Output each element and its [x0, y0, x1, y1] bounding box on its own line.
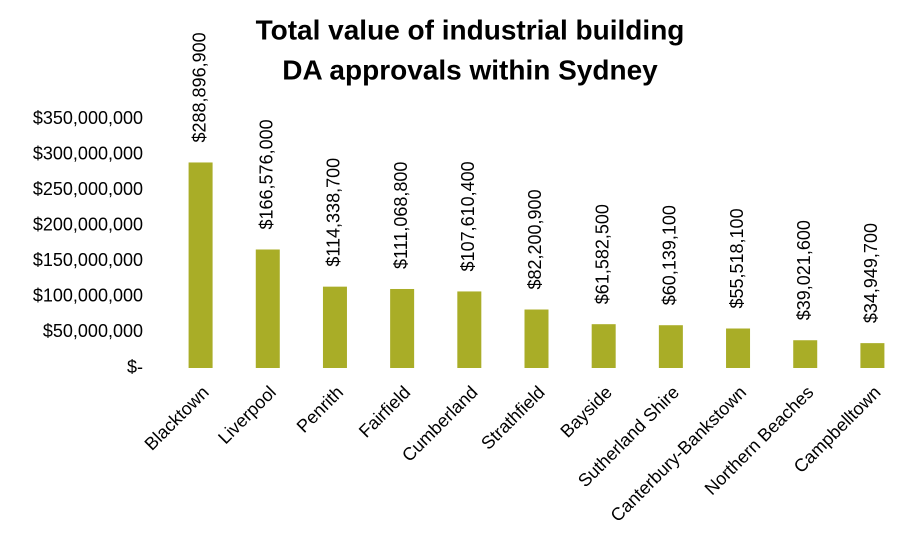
- chart-title: Total value of industrial building: [256, 14, 685, 45]
- y-tick-label: $-: [127, 357, 143, 377]
- value-label: $82,200,900: [525, 189, 545, 289]
- bar: [860, 343, 885, 368]
- value-label: $166,576,000: [257, 119, 277, 229]
- value-label: $111,068,800: [391, 162, 411, 269]
- value-label: $39,021,600: [794, 220, 814, 320]
- x-tick-label: Blacktown: [141, 382, 213, 454]
- y-tick-label: $250,000,000: [33, 179, 143, 199]
- bar: [188, 162, 213, 368]
- y-tick-label: $150,000,000: [33, 250, 143, 270]
- x-tick-label: Liverpool: [214, 382, 280, 448]
- value-label: $114,338,700: [324, 158, 344, 267]
- x-tick-label: Strathfield: [477, 382, 548, 453]
- value-label: $55,518,100: [727, 208, 747, 308]
- x-tick-label: Fairfield: [355, 382, 414, 441]
- value-label: $34,949,700: [861, 223, 881, 323]
- bar: [255, 249, 280, 368]
- y-tick-label: $350,000,000: [33, 108, 143, 128]
- bar: [390, 288, 415, 368]
- y-tick-label: $200,000,000: [33, 214, 143, 234]
- bar: [322, 286, 347, 368]
- y-tick-label: $50,000,000: [43, 321, 143, 341]
- bar: [524, 309, 549, 368]
- bar: [591, 324, 616, 368]
- bar: [793, 340, 818, 368]
- bar: [457, 291, 482, 368]
- x-tick-label: Penrith: [293, 382, 347, 436]
- value-label: $61,582,500: [592, 204, 612, 304]
- x-tick-label: Canterbury-Bankstown: [607, 382, 751, 526]
- chart-title: DA approvals within Sydney: [282, 54, 658, 85]
- value-label: $288,896,900: [189, 32, 209, 142]
- bar: [658, 325, 683, 368]
- value-label: $60,139,100: [660, 205, 680, 305]
- y-tick-label: $300,000,000: [33, 143, 143, 163]
- x-tick-label: Bayside: [556, 382, 615, 441]
- y-tick-label: $100,000,000: [33, 286, 143, 306]
- bar: [726, 328, 751, 368]
- value-label: $107,610,400: [458, 161, 478, 271]
